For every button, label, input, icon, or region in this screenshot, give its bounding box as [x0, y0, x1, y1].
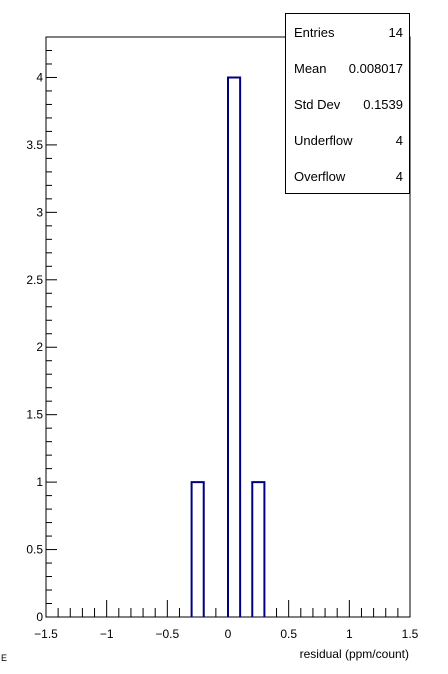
stats-label: Entries	[294, 24, 335, 40]
stats-value: 0.008017	[348, 60, 403, 76]
stats-row: Std Dev 0.1539	[286, 86, 409, 122]
stats-value: 0.1539	[363, 96, 403, 112]
y-tick-label: 2	[36, 340, 43, 354]
y-axis-tick-labels: 0 0.5 1 1.5 2 2.5 3 3.5 4	[26, 70, 43, 624]
corner-mark: E	[1, 653, 8, 663]
histogram-bar	[251, 481, 266, 617]
y-tick-label: 2.5	[26, 273, 43, 287]
stats-label: Overflow	[294, 168, 346, 184]
x-tick-label: 1	[346, 627, 353, 641]
y-tick-label: 4	[36, 70, 43, 84]
y-tick-label: 3	[36, 205, 43, 219]
stats-value: 4	[395, 168, 403, 184]
x-tick-label: 0.5	[280, 627, 297, 641]
x-tick-label: 0	[225, 627, 232, 641]
y-tick-label: 1	[36, 475, 43, 489]
y-tick-label: 0.5	[26, 543, 43, 557]
stats-row: Entries 14	[286, 14, 409, 50]
x-axis-label: residual (ppm/count)	[300, 647, 409, 661]
y-tick-label: 1.5	[26, 408, 43, 422]
stats-value: 14	[388, 24, 403, 40]
x-axis-tick-labels: −1.5 −1 −0.5 0 0.5 1 1.5	[34, 627, 419, 641]
stats-label: Mean	[294, 60, 327, 76]
stats-label: Std Dev	[294, 96, 341, 112]
x-tick-label: −0.5	[155, 627, 179, 641]
stats-row: Underflow 4	[286, 122, 409, 158]
y-axis-ticks	[46, 36, 57, 618]
stats-row: Mean 0.008017	[286, 50, 409, 86]
histogram-bar	[227, 76, 242, 617]
stats-box: Entries 14 Mean 0.008017 Std Dev 0.1539 Underf…	[285, 13, 410, 194]
stats-label: Underflow	[294, 132, 353, 148]
histogram-bars	[190, 76, 266, 617]
x-tick-label: 1.5	[402, 627, 419, 641]
stats-row: Overflow 4	[286, 158, 409, 194]
stats-value: 4	[395, 132, 403, 148]
histogram-bar	[190, 481, 205, 617]
x-tick-label: −1	[100, 627, 114, 641]
y-tick-label: 0	[36, 610, 43, 624]
y-tick-label: 3.5	[26, 138, 43, 152]
x-tick-label: −1.5	[34, 627, 58, 641]
